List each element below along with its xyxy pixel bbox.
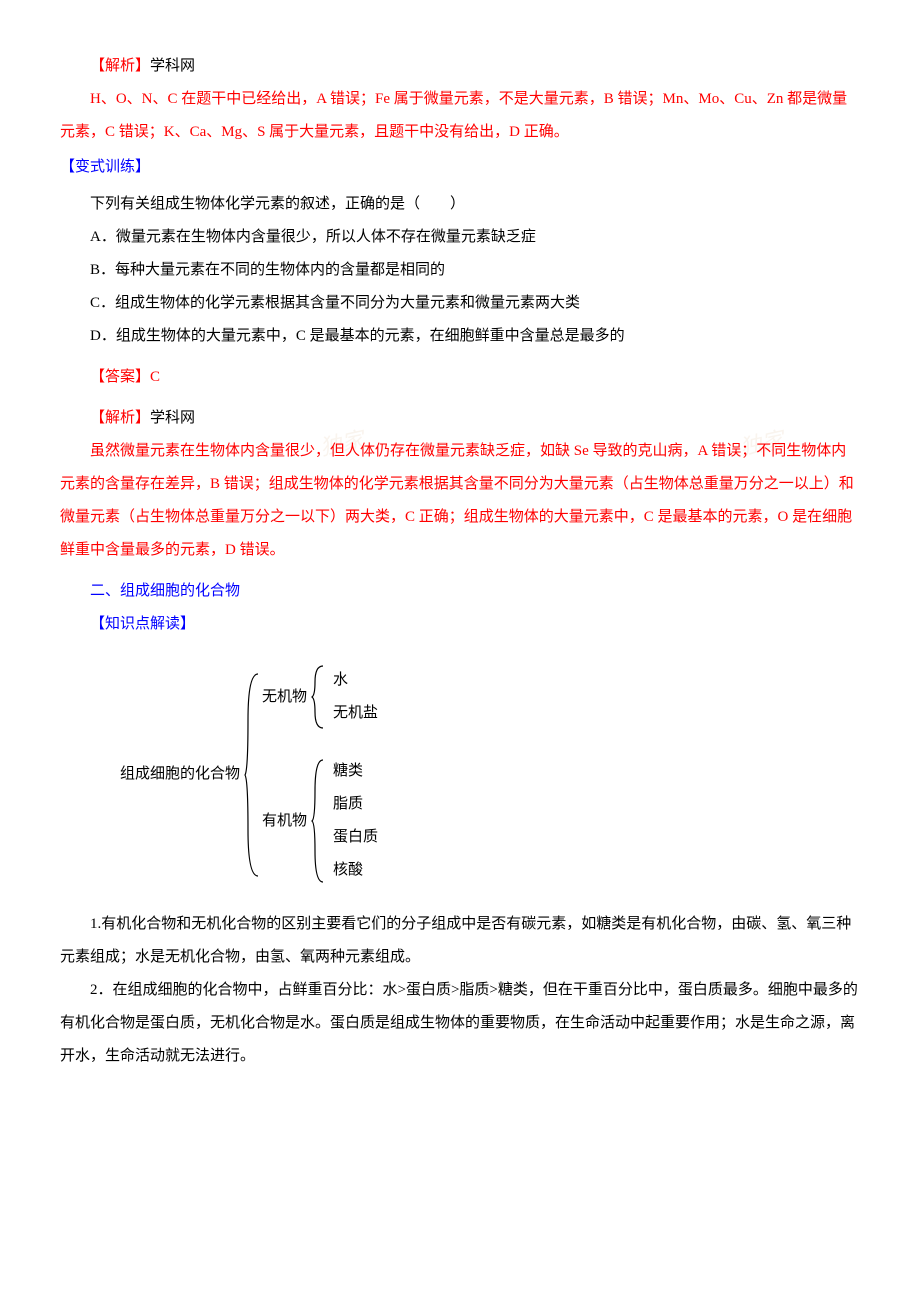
option-a: A．微量元素在生物体内含量很少，所以人体不存在微量元素缺乏症 [60, 221, 860, 254]
leaf-lipid: 脂质 [327, 791, 378, 818]
diagram-root: 组成细胞的化合物 [120, 761, 244, 788]
option-c: C．组成生物体的化学元素根据其含量不同分为大量元素和微量元素两大类 [60, 287, 860, 320]
branch-inorganic-label: 无机物 [262, 684, 311, 711]
analysis1-suffix: 学科网 [150, 58, 195, 74]
leaf-sugar: 糖类 [327, 758, 378, 785]
option-b: B．每种大量元素在不同的生物体内的含量都是相同的 [60, 254, 860, 287]
answer-value: C [150, 369, 160, 385]
branch-organic-label: 有机物 [262, 808, 311, 835]
analysis1-text: H、O、N、C 在题干中已经给出，A 错误；Fe 属于微量元素，不是大量元素，B… [60, 83, 860, 149]
brace-organic-icon [311, 756, 327, 886]
brace-inorganic-icon [311, 662, 327, 732]
analysis2-label: 【解析】学科网 [60, 402, 860, 435]
leaf-water: 水 [327, 667, 378, 694]
brace-root-icon [244, 670, 262, 880]
note-1: 1.有机化合物和无机化合物的区别主要看它们的分子组成中是否有碳元素，如糖类是有机… [60, 908, 860, 974]
compound-diagram: 组成细胞的化合物 无机物 水 无机盐 有机物 糖类 [120, 659, 860, 890]
option-d: D．组成生物体的大量元素中，C 是最基本的元素，在细胞鲜重中含量总是最多的 [60, 320, 860, 353]
analysis2-text: 虽然微量元素在生物体内含量很少，但人体仍存在微量元素缺乏症，如缺 Se 导致的克… [60, 435, 860, 567]
section2-title: 二、组成细胞的化合物 [60, 575, 860, 608]
branch-inorganic: 无机物 水 无机盐 [262, 662, 378, 732]
analysis2-label-text: 【解析】 [90, 410, 150, 426]
answer-label: 【答案】 [90, 369, 150, 385]
leaf-protein: 蛋白质 [327, 824, 378, 851]
leaf-nucleic: 核酸 [327, 857, 378, 884]
branch-organic: 有机物 糖类 脂质 蛋白质 核酸 [262, 755, 378, 887]
knowledge-label: 【知识点解读】 [60, 608, 860, 641]
variation-question: 下列有关组成生物体化学元素的叙述，正确的是（ ） [60, 188, 860, 221]
analysis1-label-text: 【解析】 [90, 58, 150, 74]
leaf-salt: 无机盐 [327, 700, 378, 727]
variation-label: 【变式训练】 [60, 151, 860, 184]
note-2: 2．在组成细胞的化合物中，占鲜重百分比：水>蛋白质>脂质>糖类，但在干重百分比中… [60, 974, 860, 1073]
analysis1-label: 【解析】学科网 [60, 50, 860, 83]
answer-line: 【答案】C [60, 361, 860, 394]
analysis2-suffix: 学科网 [150, 410, 195, 426]
